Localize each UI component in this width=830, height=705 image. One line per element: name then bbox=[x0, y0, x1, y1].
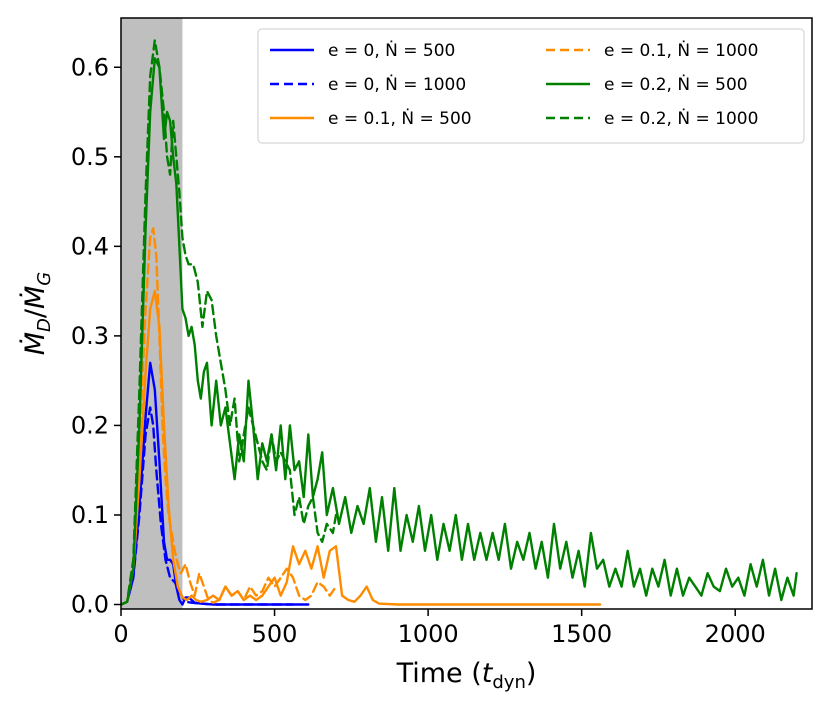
x-axis-label: Time (tdyn) bbox=[396, 658, 537, 693]
series-line-4 bbox=[121, 227, 338, 606]
x-tick-label: 0 bbox=[113, 620, 128, 648]
series-layer bbox=[121, 39, 798, 606]
legend: e = 0, Ṅ = 500 e = 0, Ṅ = 1000 e = 0.1, Ṅ … bbox=[257, 28, 805, 144]
y-tick-label: 0.4 bbox=[71, 232, 109, 260]
series-line-5 bbox=[121, 57, 798, 606]
y-tick-label: 0.1 bbox=[71, 501, 109, 529]
plot-frame bbox=[120, 17, 813, 610]
legend-label: e = 0.2, Ṅ = 1000 bbox=[604, 108, 758, 129]
y-axis-label: ṀD/ṀG bbox=[19, 272, 55, 356]
y-axis-ticks: 0.0 0.1 0.2 0.3 0.4 0.5 0.6 bbox=[71, 53, 121, 619]
y-tick-label: 0.5 bbox=[71, 143, 109, 171]
y-tick-label: 0.2 bbox=[71, 411, 109, 439]
legend-label: e = 0.2, Ṅ = 500 bbox=[604, 74, 748, 95]
legend-label: e = 0, Ṅ = 500 bbox=[328, 40, 455, 61]
series-line-2 bbox=[121, 406, 295, 606]
x-tick-label: 1500 bbox=[551, 620, 612, 648]
legend-label: e = 0.1, Ṅ = 1000 bbox=[604, 40, 758, 61]
x-tick-label: 2000 bbox=[705, 620, 766, 648]
y-tick-label: 0.3 bbox=[71, 322, 109, 350]
x-tick-label: 1000 bbox=[398, 620, 459, 648]
legend-box bbox=[257, 28, 805, 144]
shaded-region-layer bbox=[121, 18, 183, 609]
series-line-6 bbox=[121, 39, 338, 606]
shaded-region bbox=[121, 18, 183, 609]
legend-label: e = 0, Ṅ = 1000 bbox=[328, 74, 466, 95]
y-tick-label: 0.6 bbox=[71, 53, 109, 81]
y-tick-label: 0.0 bbox=[71, 591, 109, 619]
legend-label: e = 0.1, Ṅ = 500 bbox=[328, 108, 472, 129]
x-tick-label: 500 bbox=[252, 620, 298, 648]
x-axis-ticks: 0 500 1000 1500 2000 bbox=[113, 609, 766, 648]
